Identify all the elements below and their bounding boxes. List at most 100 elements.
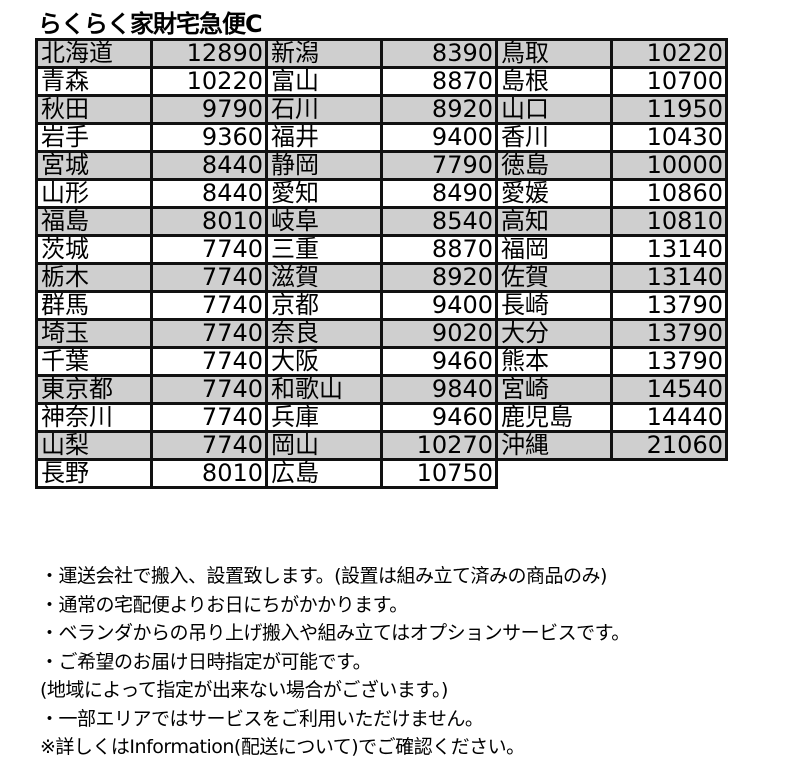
price-cell: 9460 [380,402,498,433]
prefecture-cell: 山口 [495,94,613,125]
price-cell: 10220 [610,38,728,69]
price-cell: 8490 [380,178,498,209]
prefecture-cell: 岩手 [35,122,153,153]
price-cell: 9840 [380,374,498,405]
price-cell: 14440 [610,402,728,433]
prefecture-cell: 埼玉 [35,318,153,349]
prefecture-cell: 山形 [35,178,153,209]
prefecture-cell: 兵庫 [265,402,383,433]
table-row: 青森 10220 富山 8870 島根 10700 [35,66,728,97]
prefecture-cell: 神奈川 [35,402,153,433]
price-cell: 7740 [150,234,268,265]
note-line: ・運送会社で搬入、設置致します。(設置は組み立て済みの商品のみ) [40,565,607,587]
price-table: 北海道 12890 新潟 8390 鳥取 10220 青森 10220 富山 8870 島根 1070… [35,38,728,489]
note-line: ・一部エリアではサービスをご利用いただけません。 [40,707,484,730]
prefecture-cell: 三重 [265,234,383,265]
note-line: ※詳しくはInformation(配送について)でご確認ください。 [40,736,525,758]
price-cell: 10860 [610,178,728,209]
prefecture-cell [495,458,613,489]
table-row: 長野 8010 広島 10750 [35,458,725,489]
note-line: (地域によって指定が出来ない場合がございます。) [40,679,448,701]
table-row: 群馬 7740 京都 9400 長崎 13790 [35,290,728,321]
prefecture-cell: 高知 [495,206,613,237]
table-row: 東京都 7740 和歌山 9840 宮崎 14540 [35,374,728,405]
prefecture-cell: 群馬 [35,290,153,321]
price-cell: 13790 [610,318,728,349]
price-cell: 7740 [150,318,268,349]
price-cell: 12890 [150,38,268,69]
price-cell: 10430 [610,122,728,153]
notes: ・運送会社で搬入、設置致します。(設置は組み立て済みの商品のみ) ・通常の宅配便よ… [40,562,630,762]
price-cell: 13140 [610,262,728,293]
price-cell: 10220 [150,66,268,97]
price-cell: 21060 [610,430,728,461]
price-cell: 11950 [610,94,728,125]
price-cell: 9460 [380,346,498,377]
prefecture-cell: 徳島 [495,150,613,181]
price-cell: 7740 [150,290,268,321]
price-cell: 7740 [150,262,268,293]
price-cell: 7740 [150,374,268,405]
price-cell: 9400 [380,290,498,321]
prefecture-cell: 奈良 [265,318,383,349]
prefecture-cell: 京都 [265,290,383,321]
prefecture-cell: 和歌山 [265,374,383,405]
prefecture-cell: 岡山 [265,430,383,461]
price-cell: 10700 [610,66,728,97]
prefecture-cell: 長野 [35,458,153,489]
prefecture-cell: 佐賀 [495,262,613,293]
table-row: 栃木 7740 滋賀 8920 佐賀 13140 [35,262,728,293]
page-title: らくらく家財宅急便C [38,10,263,38]
prefecture-cell: 島根 [495,66,613,97]
table-row: 山形 8440 愛知 8490 愛媛 10860 [35,178,728,209]
prefecture-cell: 東京都 [35,374,153,405]
prefecture-cell: 北海道 [35,38,153,69]
table-row: 福島 8010 岐阜 8540 高知 10810 [35,206,728,237]
prefecture-cell: 香川 [495,122,613,153]
price-cell: 10750 [380,458,498,489]
price-cell: 8920 [380,94,498,125]
price-cell: 7740 [150,402,268,433]
price-cell: 10270 [380,430,498,461]
price-cell: 9020 [380,318,498,349]
prefecture-cell: 富山 [265,66,383,97]
table-row: 埼玉 7740 奈良 9020 大分 13790 [35,318,728,349]
prefecture-cell: 熊本 [495,346,613,377]
table-row: 茨城 7740 三重 8870 福岡 13140 [35,234,728,265]
price-cell: 8540 [380,206,498,237]
price-cell: 8390 [380,38,498,69]
price-cell [610,458,728,489]
note-line: ・ご希望のお届け日時指定が可能です。 [40,650,372,673]
table-row: 神奈川 7740 兵庫 9460 鹿児島 14440 [35,402,728,433]
price-cell: 8440 [150,150,268,181]
note-line: ・通常の宅配便よりお日にちがかかります。 [40,593,408,616]
price-cell: 14540 [610,374,728,405]
prefecture-cell: 鳥取 [495,38,613,69]
price-cell: 7740 [150,430,268,461]
price-cell: 13140 [610,234,728,265]
price-cell: 13790 [610,346,728,377]
price-cell: 10810 [610,206,728,237]
price-cell: 8920 [380,262,498,293]
prefecture-cell: 茨城 [35,234,153,265]
table-row: 北海道 12890 新潟 8390 鳥取 10220 [35,38,728,69]
prefecture-cell: 新潟 [265,38,383,69]
prefecture-cell: 福岡 [495,234,613,265]
price-cell: 7740 [150,346,268,377]
price-cell: 8870 [380,234,498,265]
prefecture-cell: 滋賀 [265,262,383,293]
prefecture-cell: 沖縄 [495,430,613,461]
prefecture-cell: 千葉 [35,346,153,377]
prefecture-cell: 石川 [265,94,383,125]
price-cell: 8010 [150,206,268,237]
prefecture-cell: 秋田 [35,94,153,125]
price-cell: 7790 [380,150,498,181]
price-cell: 8870 [380,66,498,97]
note-line: ・ベランダからの吊り上げ搬入や組み立てはオプションサービスです。 [40,622,630,644]
prefecture-cell: 大分 [495,318,613,349]
price-cell: 8010 [150,458,268,489]
prefecture-cell: 長崎 [495,290,613,321]
prefecture-cell: 愛媛 [495,178,613,209]
prefecture-cell: 宮城 [35,150,153,181]
prefecture-cell: 岐阜 [265,206,383,237]
